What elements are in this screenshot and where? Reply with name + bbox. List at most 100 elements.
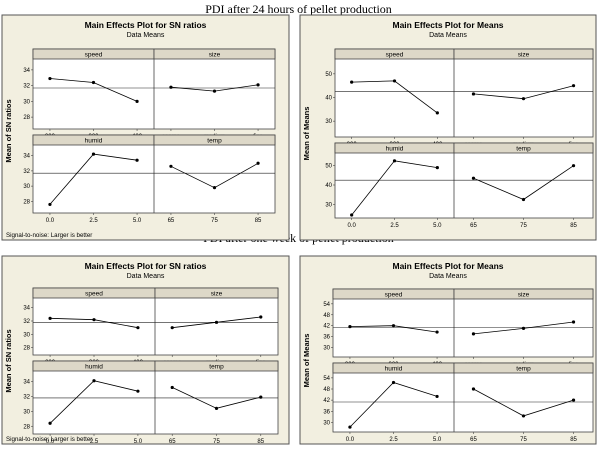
plot-frame-bottom <box>332 362 594 433</box>
data-point-speed-420 <box>136 326 140 330</box>
factor-label-temp: temp <box>516 366 531 373</box>
y-tick-label: 36 <box>323 409 330 415</box>
x-tick-label: 2.5 <box>389 437 398 443</box>
data-point-humid-0.0 <box>348 425 352 429</box>
x-tick-label: 5.0 <box>134 439 143 445</box>
y-tick-label: 40 <box>325 183 332 189</box>
y-tick-label: 30 <box>325 119 332 125</box>
factor-strip <box>154 360 279 372</box>
y-tick-label: 28 <box>23 424 30 430</box>
data-point-size-coarse <box>471 92 476 96</box>
factor-label-humid: humid <box>85 364 103 371</box>
data-point-speed-320 <box>391 324 396 328</box>
factor-strip <box>453 48 594 60</box>
factor-label-size: size <box>518 52 530 59</box>
chart-subtitle: Data Means <box>429 32 467 39</box>
x-tick-label: 65 <box>168 218 175 224</box>
x-tick-label: 75 <box>211 218 218 224</box>
x-tick-label: 0.0 <box>347 223 356 229</box>
data-point-size-medium <box>214 320 219 324</box>
x-tick-label: 75 <box>520 437 527 443</box>
data-point-temp-85 <box>571 164 576 168</box>
y-tick-label: 34 <box>23 379 30 385</box>
y-tick-label: 54 <box>323 376 330 382</box>
y-tick-label: 32 <box>23 319 30 325</box>
y-tick-label: 32 <box>23 169 30 175</box>
plot-frame-bottom <box>32 360 279 435</box>
y-tick-label: 30 <box>23 99 30 105</box>
data-point-humid-0.0 <box>48 202 52 207</box>
y-tick-label: 34 <box>23 154 30 160</box>
chart-subtitle: Data Means <box>127 273 165 280</box>
x-tick-label: 0.0 <box>46 218 55 224</box>
data-point-speed-420 <box>435 111 439 115</box>
footnote: Signal-to-noise: Larger is better <box>6 436 92 443</box>
data-point-speed-420 <box>135 99 139 103</box>
data-point-humid-2.5 <box>92 379 96 383</box>
chart-panel-4: Main Effects Plot for Means Data Means spe… <box>299 255 597 445</box>
data-point-humid-5.0 <box>135 158 139 162</box>
plot-frame-top <box>332 288 594 358</box>
y-tick-label: 40 <box>325 96 332 102</box>
y-axis-label: Mean of Means <box>302 107 311 161</box>
data-point-temp-85 <box>256 161 260 165</box>
data-point-speed-220 <box>350 80 354 84</box>
factor-label-speed: speed <box>385 292 403 299</box>
x-tick-label: 85 <box>255 218 262 224</box>
y-axis-label: Mean of Means <box>302 334 311 388</box>
x-tick-label: 2.5 <box>390 223 399 229</box>
y-tick-label: 54 <box>323 302 330 308</box>
chart-title: Main Effects Plot for Means <box>393 20 504 30</box>
y-tick-label: 32 <box>23 394 30 400</box>
data-point-temp-75 <box>521 414 526 418</box>
chart-panel-1: Main Effects Plot for SN ratios Data Mean… <box>1 14 290 241</box>
data-point-temp-75 <box>214 406 219 410</box>
chart-title: Main Effects Plot for SN ratios <box>85 20 207 30</box>
chart-panel-2: Main Effects Plot for Means Data Means spe… <box>299 14 597 241</box>
y-tick-label: 28 <box>23 115 30 121</box>
y-tick-label: 42 <box>323 398 330 404</box>
footnote: Signal-to-noise: Larger is better <box>6 232 92 239</box>
data-point-speed-320 <box>392 79 397 83</box>
x-tick-label: 65 <box>169 439 176 445</box>
x-tick-label: 5.0 <box>433 437 442 443</box>
data-point-size-coarse <box>169 85 173 89</box>
y-tick-label: 32 <box>23 84 30 90</box>
data-point-speed-220 <box>48 316 52 320</box>
factor-label-speed: speed <box>85 291 103 298</box>
data-point-temp-85 <box>259 395 263 399</box>
y-tick-label: 34 <box>23 306 30 312</box>
y-tick-label: 50 <box>325 164 332 170</box>
factor-label-speed: speed <box>386 52 404 59</box>
chart-subtitle: Data Means <box>127 32 165 39</box>
data-point-size-fine <box>256 83 260 87</box>
data-point-size-coarse <box>471 332 476 336</box>
y-tick-label: 30 <box>325 202 332 208</box>
data-point-speed-220 <box>348 324 352 329</box>
data-point-temp-75 <box>521 197 526 202</box>
x-tick-label: 5.0 <box>433 223 442 229</box>
data-point-humid-0.0 <box>350 213 354 217</box>
y-tick-label: 48 <box>323 313 330 319</box>
data-point-size-fine <box>571 320 576 324</box>
factor-strip <box>153 48 276 60</box>
data-point-humid-2.5 <box>391 380 396 385</box>
chart-subtitle: Data Means <box>429 273 467 280</box>
y-tick-label: 28 <box>23 199 30 205</box>
data-point-speed-320 <box>91 80 96 85</box>
data-point-size-fine <box>571 84 576 88</box>
y-axis-label: Mean of SN ratios <box>4 329 13 392</box>
factor-label-humid: humid <box>385 366 403 373</box>
data-point-temp-65 <box>471 176 476 180</box>
x-tick-label: 2.5 <box>90 439 99 445</box>
y-axis-label: Mean of SN ratios <box>4 99 13 162</box>
factor-label-temp: temp <box>207 138 222 145</box>
y-tick-label: 30 <box>323 420 330 426</box>
data-point-size-medium <box>521 326 526 331</box>
factor-label-size: size <box>211 291 223 298</box>
x-tick-label: 0.0 <box>346 437 355 443</box>
y-tick-label: 28 <box>23 346 30 352</box>
factor-label-humid: humid <box>85 138 103 145</box>
chart-title: Main Effects Plot for SN ratios <box>85 261 207 271</box>
